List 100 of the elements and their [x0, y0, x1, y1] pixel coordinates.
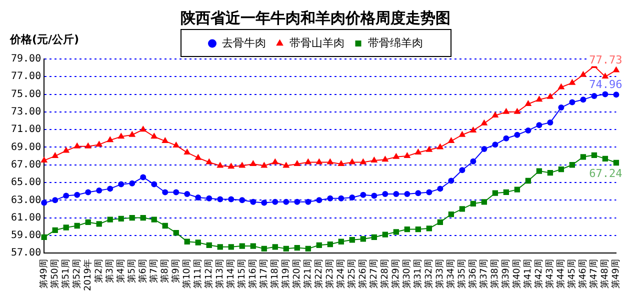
- point: [173, 230, 179, 236]
- x-tick-label: 第3周: [104, 259, 116, 283]
- point: [84, 142, 92, 148]
- point: [371, 192, 378, 199]
- point: [338, 195, 344, 202]
- point: [184, 148, 191, 155]
- x-tick-label: 第44周: [556, 259, 567, 289]
- x-tick-label: 第18周: [269, 259, 280, 289]
- point: [250, 160, 257, 166]
- point: [404, 190, 410, 197]
- point: [371, 234, 377, 240]
- point: [558, 83, 565, 90]
- point: [228, 244, 234, 250]
- point: [392, 152, 400, 159]
- x-tick-label: 第40周: [512, 259, 523, 289]
- x-tick-label: 第5周: [126, 259, 138, 283]
- point: [602, 156, 608, 162]
- point: [239, 197, 246, 204]
- point: [106, 136, 114, 142]
- x-tick-label: 第30周: [402, 259, 413, 289]
- point: [580, 70, 587, 77]
- point: [382, 232, 388, 238]
- x-tick-label: 第11周: [192, 259, 204, 289]
- point: [107, 216, 113, 222]
- point: [360, 192, 366, 198]
- point: [129, 180, 136, 186]
- point: [62, 146, 70, 153]
- x-tick-label: 第6周: [137, 259, 148, 283]
- point: [216, 162, 224, 168]
- data-label: 74.96: [589, 78, 622, 91]
- point: [415, 190, 422, 196]
- point: [547, 170, 554, 176]
- point: [272, 198, 278, 205]
- point: [52, 197, 58, 204]
- point: [580, 154, 586, 160]
- point: [261, 246, 267, 252]
- point: [52, 152, 59, 158]
- point: [184, 190, 190, 197]
- point: [327, 241, 333, 248]
- point: [184, 238, 190, 244]
- point: [228, 196, 234, 202]
- point: [282, 162, 290, 168]
- y-tick-label: 57.00: [10, 248, 42, 259]
- point: [546, 92, 554, 99]
- point: [162, 189, 168, 196]
- point: [85, 189, 92, 196]
- point: [448, 211, 454, 218]
- x-tick-label: 第48周: [600, 259, 611, 289]
- point: [524, 100, 532, 106]
- point: [294, 198, 300, 205]
- point: [580, 96, 586, 103]
- point: [602, 72, 609, 79]
- point: [228, 162, 235, 169]
- point: [118, 132, 125, 139]
- point: [414, 148, 422, 155]
- point: [448, 137, 455, 144]
- point: [195, 240, 201, 246]
- x-tick-label: 第24周: [335, 259, 346, 289]
- point: [118, 216, 124, 222]
- y-tick-label: 71.00: [10, 124, 42, 136]
- legend-label: 带骨山羊肉: [289, 36, 344, 50]
- point: [41, 200, 48, 206]
- point: [602, 91, 608, 98]
- x-tick-label: 第27周: [368, 259, 380, 289]
- x-tick-label: 2019年: [82, 259, 94, 291]
- x-tick-label: 第29周: [390, 259, 402, 289]
- point: [63, 224, 69, 230]
- point: [217, 244, 223, 250]
- point: [272, 244, 278, 250]
- point: [128, 130, 136, 137]
- point: [437, 219, 443, 226]
- point: [502, 108, 510, 114]
- point: [140, 126, 147, 132]
- x-tick-label: 第45周: [566, 259, 578, 289]
- y-tick-label: 73.00: [10, 106, 42, 118]
- point: [250, 243, 256, 249]
- x-tick-label: 第46周: [578, 259, 589, 289]
- x-tick-label: 第31周: [412, 259, 424, 289]
- point: [52, 227, 58, 233]
- point: [370, 156, 378, 162]
- point: [404, 152, 411, 158]
- point: [74, 192, 80, 198]
- chart-title: 陕西省近一年牛肉和羊肉价格周度走势图: [180, 8, 450, 27]
- point: [426, 146, 433, 152]
- point: [481, 146, 488, 152]
- x-tick-label: 第22周: [313, 259, 324, 289]
- x-tick-label: 第2周: [93, 259, 104, 283]
- point: [96, 140, 103, 147]
- y-tick-label: 63.00: [10, 194, 42, 206]
- x-tick-label: 第20周: [291, 259, 302, 289]
- point: [96, 221, 102, 227]
- point: [481, 199, 488, 205]
- x-tick-label: 第33周: [434, 259, 446, 289]
- x-tick-label: 第37周: [478, 259, 490, 289]
- point: [382, 156, 389, 162]
- point: [305, 246, 311, 252]
- point: [612, 66, 620, 72]
- y-tick-label: 77.00: [10, 71, 42, 82]
- legend-label: 去骨牛肉: [222, 36, 266, 50]
- point: [569, 162, 576, 168]
